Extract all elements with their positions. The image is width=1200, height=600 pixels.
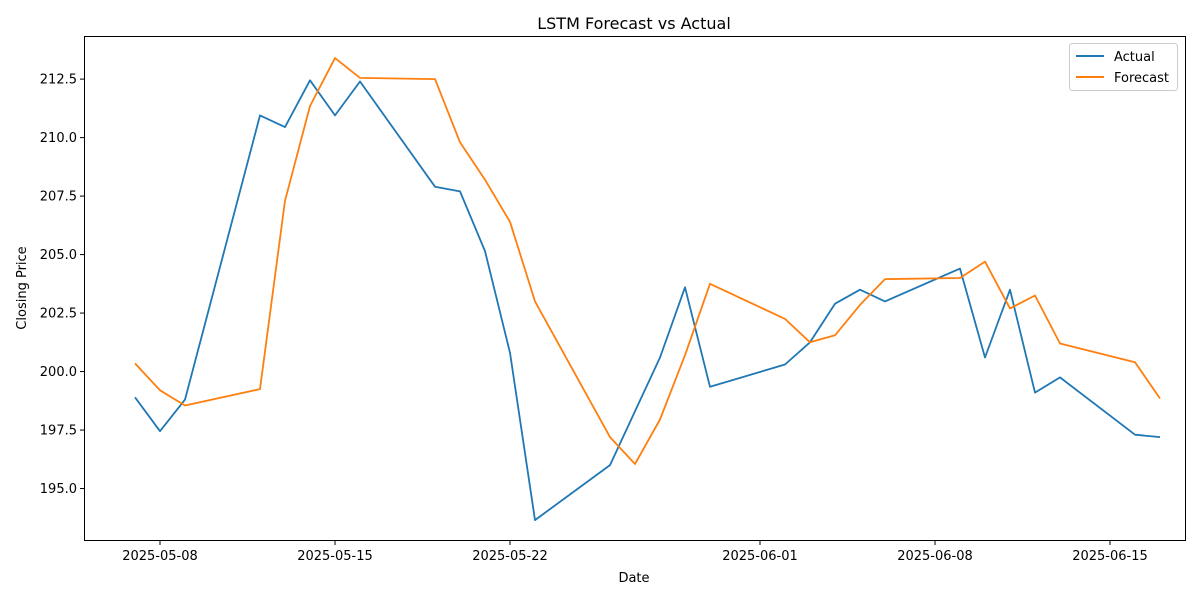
chart-title: LSTM Forecast vs Actual [537, 14, 731, 33]
x-tick-label: 2025-06-08 [897, 549, 973, 564]
y-tick-label: 202.5 [40, 307, 77, 322]
y-tick-label: 200.0 [40, 365, 77, 380]
y-tick-label: 197.5 [40, 424, 77, 439]
x-tick-label: 2025-06-15 [1072, 549, 1148, 564]
y-tick-label: 205.0 [40, 248, 77, 263]
y-axis-label: Closing Price [15, 246, 30, 329]
y-tick-label: 212.5 [40, 73, 77, 88]
legend: Actual Forecast [1069, 43, 1178, 91]
x-tick-label: 2025-05-15 [297, 549, 373, 564]
y-tick-label: 207.5 [40, 190, 77, 205]
y-axis: 195.0 197.5 200.0 202.5 205.0 207.5 210.0 212.5 [40, 73, 85, 497]
y-tick-label: 195.0 [40, 482, 77, 497]
x-axis-label: Date [618, 571, 649, 586]
legend-label-forecast: Forecast [1114, 71, 1169, 86]
x-tick-label: 2025-05-08 [122, 549, 198, 564]
x-axis: 2025-05-08 2025-05-15 2025-05-22 2025-06-01… [122, 540, 1148, 564]
y-tick-label: 210.0 [40, 131, 77, 146]
plot-frame [84, 36, 1186, 541]
series-group [134, 57, 1161, 521]
x-tick-label: 2025-05-22 [472, 549, 548, 564]
series-line-actual [134, 79, 1161, 521]
legend-label-actual: Actual [1114, 50, 1155, 65]
x-tick-label: 2025-06-01 [722, 549, 798, 564]
series-line-forecast [134, 57, 1161, 465]
